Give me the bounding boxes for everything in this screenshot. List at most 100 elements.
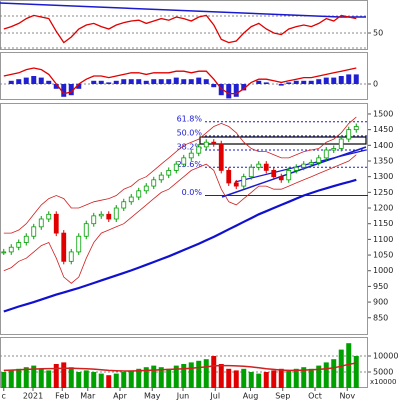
candle (1, 251, 7, 254)
volume-bar (8, 370, 14, 388)
y-tick-label: 1000 (373, 266, 393, 275)
volume-bar (218, 364, 224, 388)
y-tick-label: 1300 (373, 172, 393, 181)
macd-bar (128, 79, 134, 84)
macd-bar (196, 77, 202, 84)
y-tick-label: 1250 (373, 188, 393, 197)
macd-bar (256, 80, 262, 84)
volume-bar (241, 368, 247, 388)
x-tick-label: Nov (339, 392, 355, 401)
rsi-panel (0, 0, 368, 50)
candle (181, 157, 187, 165)
candle (136, 190, 142, 198)
volume-bar (346, 343, 352, 388)
macd-bar (158, 79, 164, 84)
volume-bar (316, 365, 322, 388)
macd-bar (143, 80, 149, 84)
band-upper (3, 116, 357, 234)
volume-bar (301, 367, 307, 388)
y-tick-label: 1200 (373, 204, 393, 213)
volume-bar (31, 365, 37, 388)
y-tick-label: 1150 (373, 219, 393, 228)
candle (113, 207, 119, 220)
y-tick-label: 1350 (373, 157, 393, 166)
candle (143, 185, 149, 192)
resistance-box (199, 136, 367, 145)
candle (121, 201, 127, 209)
candle (61, 232, 67, 262)
x-tick-label: Apr (113, 392, 128, 401)
candle (241, 176, 247, 187)
candle (226, 170, 232, 184)
y-tick-label: 1400 (373, 141, 393, 150)
macd-bar (346, 74, 352, 84)
macd-bar (98, 80, 104, 84)
y-tick-label: 900 (373, 298, 388, 307)
macd-bar (211, 84, 217, 88)
macd-bar (203, 79, 209, 84)
price-panel (0, 103, 368, 335)
macd-bar (173, 77, 179, 84)
candle (68, 251, 74, 262)
candle (278, 176, 284, 181)
macd-bar (68, 84, 74, 96)
macd-bar (61, 84, 67, 97)
volume-bar (91, 372, 97, 388)
macd-bar (278, 84, 284, 86)
macd-bar (308, 80, 314, 84)
candle (151, 179, 157, 187)
macd-bar (241, 84, 247, 91)
candle (263, 163, 269, 171)
candle (83, 223, 89, 237)
x-tick-label: Jul (209, 392, 220, 401)
volume-bar (286, 370, 292, 388)
candle (316, 157, 322, 163)
volume-bar (271, 370, 277, 388)
volume-bar (188, 362, 194, 388)
candle (338, 138, 344, 149)
volume-bar (181, 364, 187, 388)
macd-bar (16, 79, 22, 84)
volume-bar (1, 372, 7, 388)
macd-bar (38, 77, 44, 84)
volume-bar (46, 370, 52, 388)
macd-bar (263, 82, 269, 84)
candle (196, 146, 202, 154)
y-tick-label: 1450 (373, 125, 393, 134)
volume-bar (353, 356, 359, 388)
macd-bar (46, 80, 52, 84)
support-trendline (234, 149, 367, 183)
macd-bar (226, 84, 232, 99)
y-tick-label: 1500 (373, 109, 393, 118)
macd-bar (76, 84, 82, 89)
volume-unit: x10000 (370, 378, 396, 386)
macd-bar (338, 76, 344, 84)
volume-bar (83, 370, 89, 388)
volume-bar (308, 368, 314, 388)
x-tick-label: Oct (308, 392, 322, 401)
volume-bar (143, 367, 149, 388)
macd-panel (0, 52, 368, 100)
macd-bar (286, 82, 292, 84)
volume-bar (173, 365, 179, 388)
ma200-line (3, 178, 357, 313)
candle (16, 242, 22, 248)
band-lower (3, 154, 357, 284)
macd-bar (8, 80, 14, 84)
candle (128, 196, 134, 203)
y-tick-label: 1100 (373, 235, 393, 244)
macd-bar (151, 79, 157, 84)
macd-bar (316, 79, 322, 84)
candle (286, 170, 292, 181)
volume-bar (211, 356, 217, 388)
volume-bar (323, 362, 329, 388)
x-tick-label: Jun (176, 392, 190, 401)
macd-bar (188, 79, 194, 84)
fib-label: 0.0% (182, 188, 203, 197)
candle (173, 163, 179, 171)
volume-bar (278, 368, 284, 388)
rsi-trendline (0, 2, 341, 18)
candle (76, 235, 82, 253)
macd-bar (353, 74, 359, 84)
